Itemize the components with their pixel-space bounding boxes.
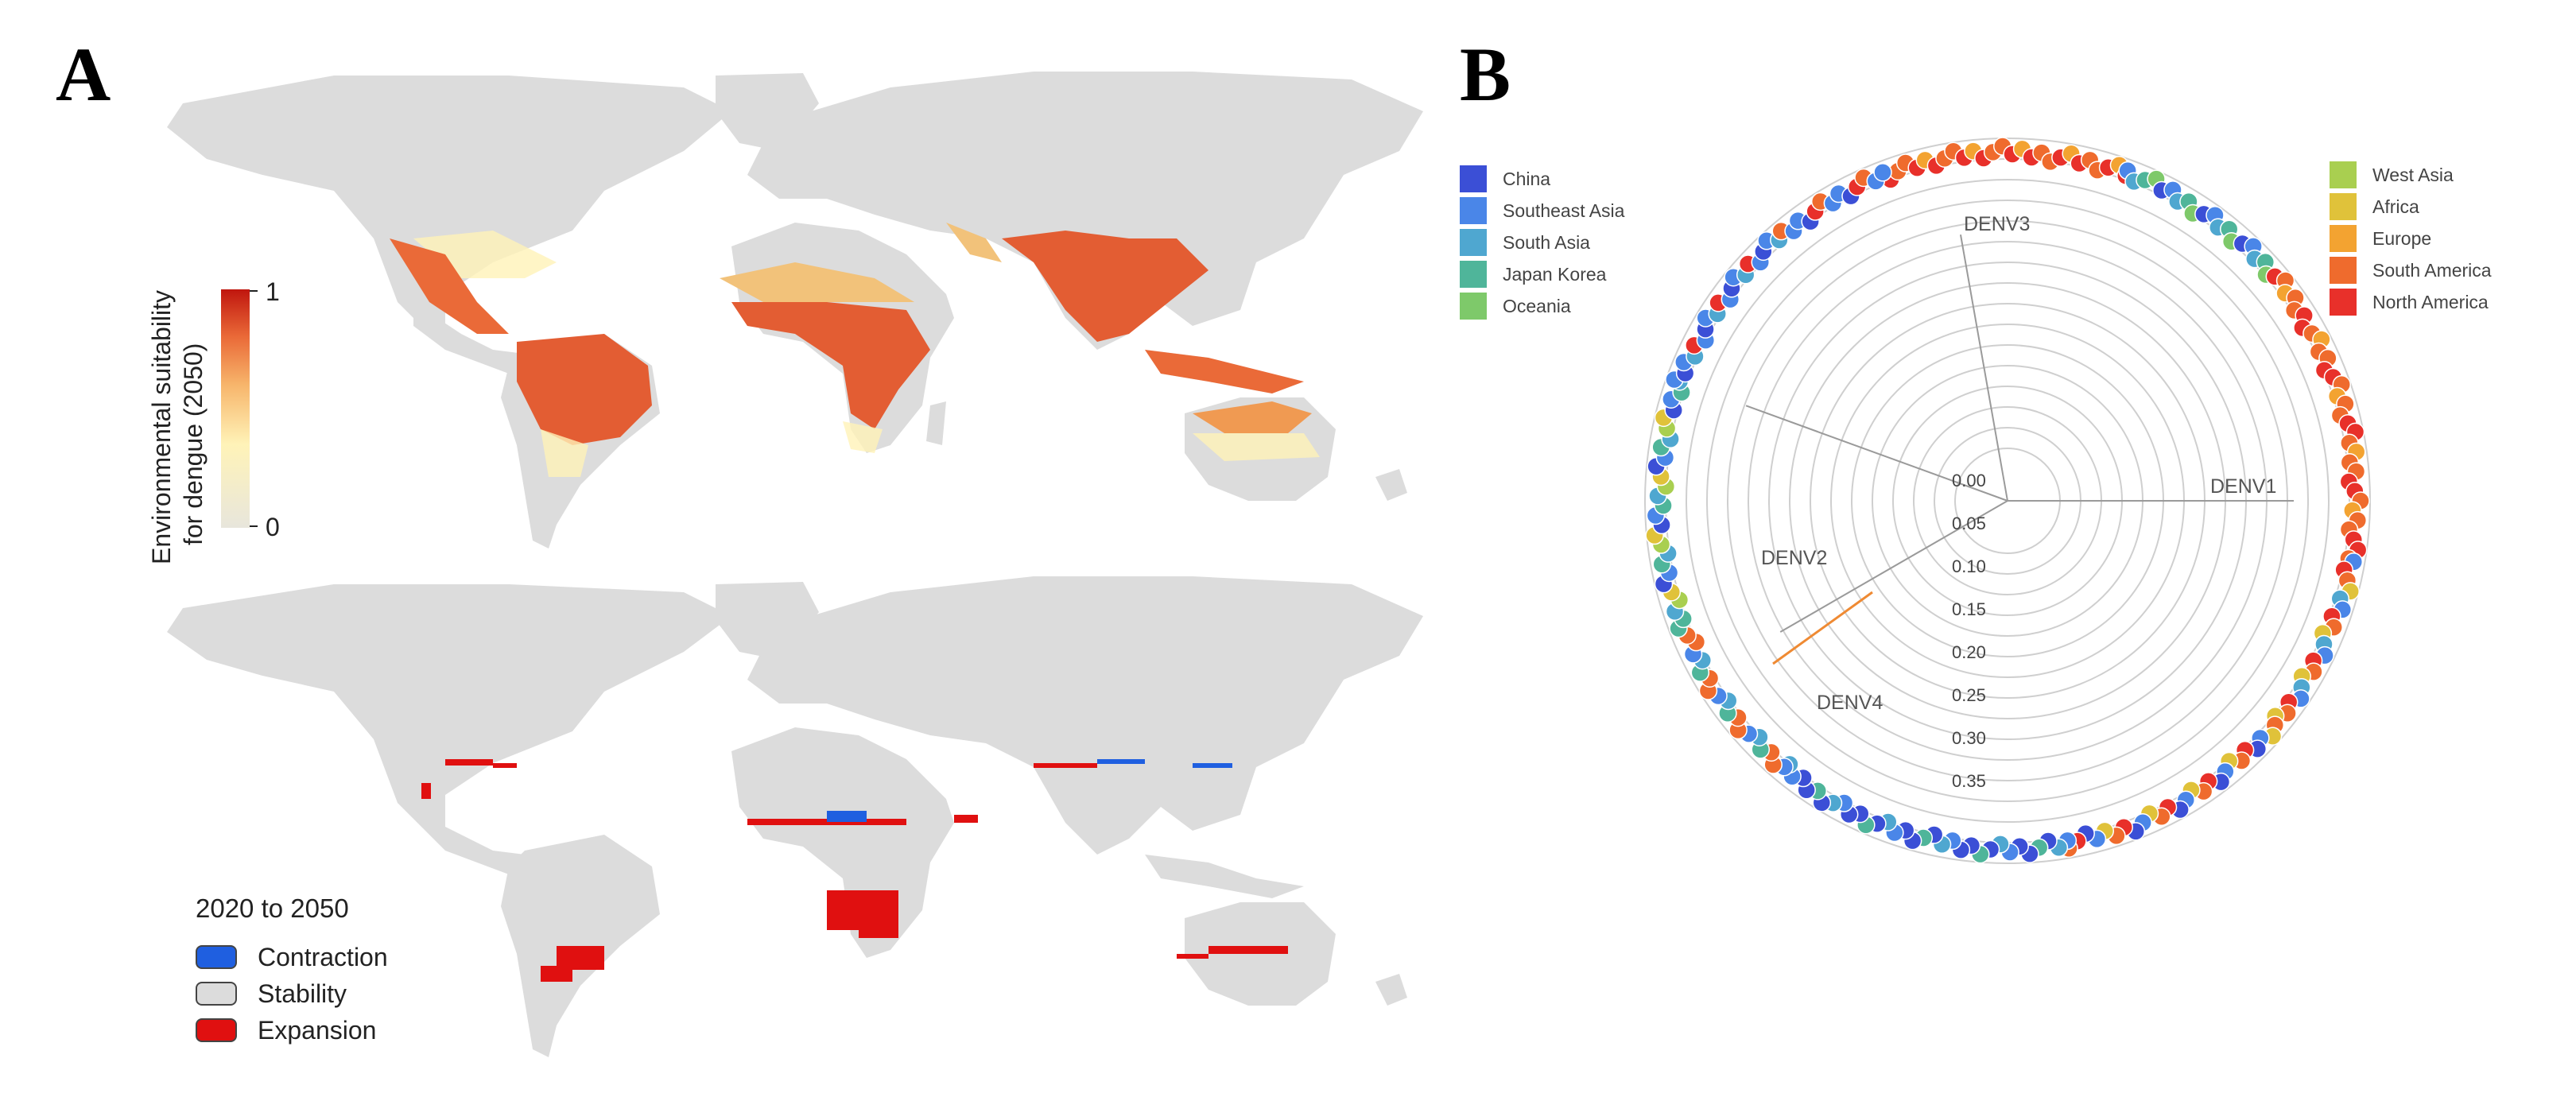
colorbar-max-label: 1 <box>266 277 280 306</box>
panel-b-letter: B <box>1460 32 1511 117</box>
legend-expansion-label: Expansion <box>258 1015 377 1045</box>
stability-swatch <box>196 982 237 1006</box>
legend-item-north-america: North America <box>2330 286 2492 318</box>
legend-item-europe: Europe <box>2330 223 2492 254</box>
scale-label: 0.35 <box>1952 771 1986 791</box>
scale-label: 0.20 <box>1952 642 1986 662</box>
tree-branch <box>1959 234 2008 502</box>
tree-ring <box>1686 179 2330 823</box>
legend-item-china: China <box>1460 163 1624 195</box>
clade-label-denv2: DENV2 <box>1761 547 1827 569</box>
scale-label: 0.05 <box>1952 514 1986 533</box>
scale-label: 0.00 <box>1952 471 1986 490</box>
tree-ring <box>1644 138 2371 864</box>
legend-item-contraction: Contraction <box>196 941 388 973</box>
scale-label: 0.30 <box>1952 728 1986 748</box>
tree-branch-highlight <box>1772 591 1873 665</box>
contraction-swatch <box>196 945 237 969</box>
legend-item-africa: Africa <box>2330 191 2492 223</box>
legend-item-oceania: Oceania <box>1460 290 1624 322</box>
tree-ring <box>1706 200 2309 802</box>
legend-item-expansion: Expansion <box>196 1014 376 1046</box>
panel-a-letter: A <box>56 32 111 117</box>
clade-label-denv3: DENV3 <box>1964 213 2030 235</box>
suitability-map-2050 <box>167 72 1423 548</box>
region-legend-left: China Southeast Asia South Asia Japan Ko… <box>1460 163 1624 322</box>
tree-branch <box>1745 405 2008 502</box>
legend-item-west-asia: West Asia <box>2330 159 2492 191</box>
scale-label: 0.25 <box>1952 685 1986 705</box>
scale-label: 0.15 <box>1952 599 1986 619</box>
colorbar-min-label: 0 <box>266 513 280 541</box>
change-legend-title: 2020 to 2050 <box>196 893 349 923</box>
clade-label-denv1: DENV1 <box>2210 475 2276 498</box>
legend-item-japan-korea: Japan Korea <box>1460 258 1624 290</box>
scale-label: 0.10 <box>1952 556 1986 576</box>
clade-label-denv4: DENV4 <box>1817 692 1883 714</box>
tree-branches <box>1745 234 2294 665</box>
expansion-swatch <box>196 1018 237 1042</box>
tree-branch <box>1779 500 2008 633</box>
scale-labels: 0.00 0.05 0.10 0.15 0.20 0.25 0.30 0.35 <box>1952 471 1986 791</box>
colorbar-title-line2: for dengue (2050) <box>179 343 208 545</box>
legend-contraction-label: Contraction <box>258 942 388 971</box>
legend-item-southeast-asia: Southeast Asia <box>1460 195 1624 227</box>
legend-item-south-asia: South Asia <box>1460 227 1624 258</box>
tree-tip <box>1873 163 1892 182</box>
suitability-colorbar: 1 0 Environmental suitability for dengue… <box>147 277 280 564</box>
change-map-2020-2050 <box>167 576 1423 1057</box>
legend-item-stability: Stability <box>196 978 347 1010</box>
legend-item-south-america: South America <box>2330 254 2492 286</box>
tree-tips <box>1645 137 2370 864</box>
legend-stability-label: Stability <box>258 979 347 1008</box>
colorbar-title-line1: Environmental suitability <box>147 290 176 564</box>
region-legend-right: West Asia Africa Europe South America No… <box>2330 159 2492 318</box>
